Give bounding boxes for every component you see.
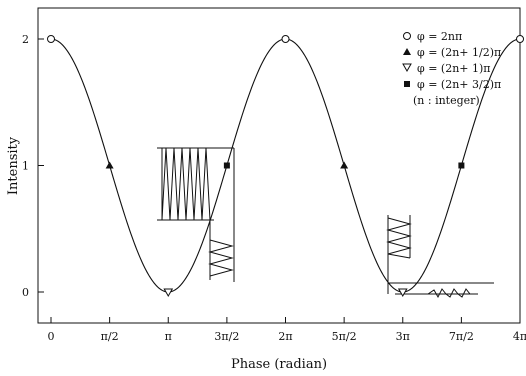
legend-label-2: φ = (2n+ 1)π — [417, 62, 491, 75]
x-tick-label-1: π/2 — [101, 330, 119, 343]
x-tick-label-3: 3π/2 — [214, 330, 239, 343]
marker-s0-2 — [516, 35, 525, 43]
marker-s2-0 — [163, 288, 174, 298]
y-tick-label-0: 0 — [22, 286, 29, 299]
x-tick-label-5: 5π/2 — [332, 330, 357, 343]
marker-s1-1 — [340, 161, 349, 169]
modulation-illustration-1 — [157, 147, 235, 282]
x-tick-label-4: 2π — [278, 330, 292, 343]
legend-marker-triangle-down — [402, 63, 412, 73]
marker-s3-1 — [458, 162, 465, 169]
legend-label-0: φ = 2nπ — [417, 30, 462, 43]
legend: φ = 2nπ φ = (2n+ 1/2)π φ = (2n+ 1)π φ = … — [402, 30, 501, 107]
data-markers — [47, 35, 525, 298]
legend-marker-triangle-up — [403, 48, 411, 55]
marker-s2-1 — [397, 288, 408, 298]
x-tick-label-6: 3π — [396, 330, 410, 343]
x-tick-label-7: 7π/2 — [449, 330, 474, 343]
marker-s0-1 — [281, 35, 290, 43]
y-axis-label: Intensity — [6, 136, 21, 195]
x-tick-label-8: 4π — [513, 330, 526, 343]
x-tick-label-0: 0 — [48, 330, 55, 343]
legend-label-3: φ = (2n+ 3/2)π — [417, 78, 501, 91]
legend-label-1: φ = (2n+ 1/2)π — [417, 46, 501, 59]
y-tick-label-2: 2 — [22, 33, 29, 46]
legend-note: (n : integer) — [413, 94, 480, 107]
y-tick-label-1: 1 — [22, 160, 29, 173]
marker-s0-0 — [47, 35, 55, 43]
modulation-illustration-2 — [386, 215, 494, 299]
x-tick-label-2: π — [165, 330, 172, 343]
x-axis-label: Phase (radian) — [231, 357, 327, 372]
legend-marker-square — [404, 81, 410, 87]
marker-s3-0 — [223, 162, 230, 169]
legend-marker-circle-open — [403, 32, 411, 40]
ticks: 0 π/2 π 3π/2 2π 5π/2 3π 7π/2 4π 0 1 2 — [22, 33, 526, 343]
intensity-curve — [50, 38, 521, 293]
marker-s1-0 — [105, 161, 114, 169]
